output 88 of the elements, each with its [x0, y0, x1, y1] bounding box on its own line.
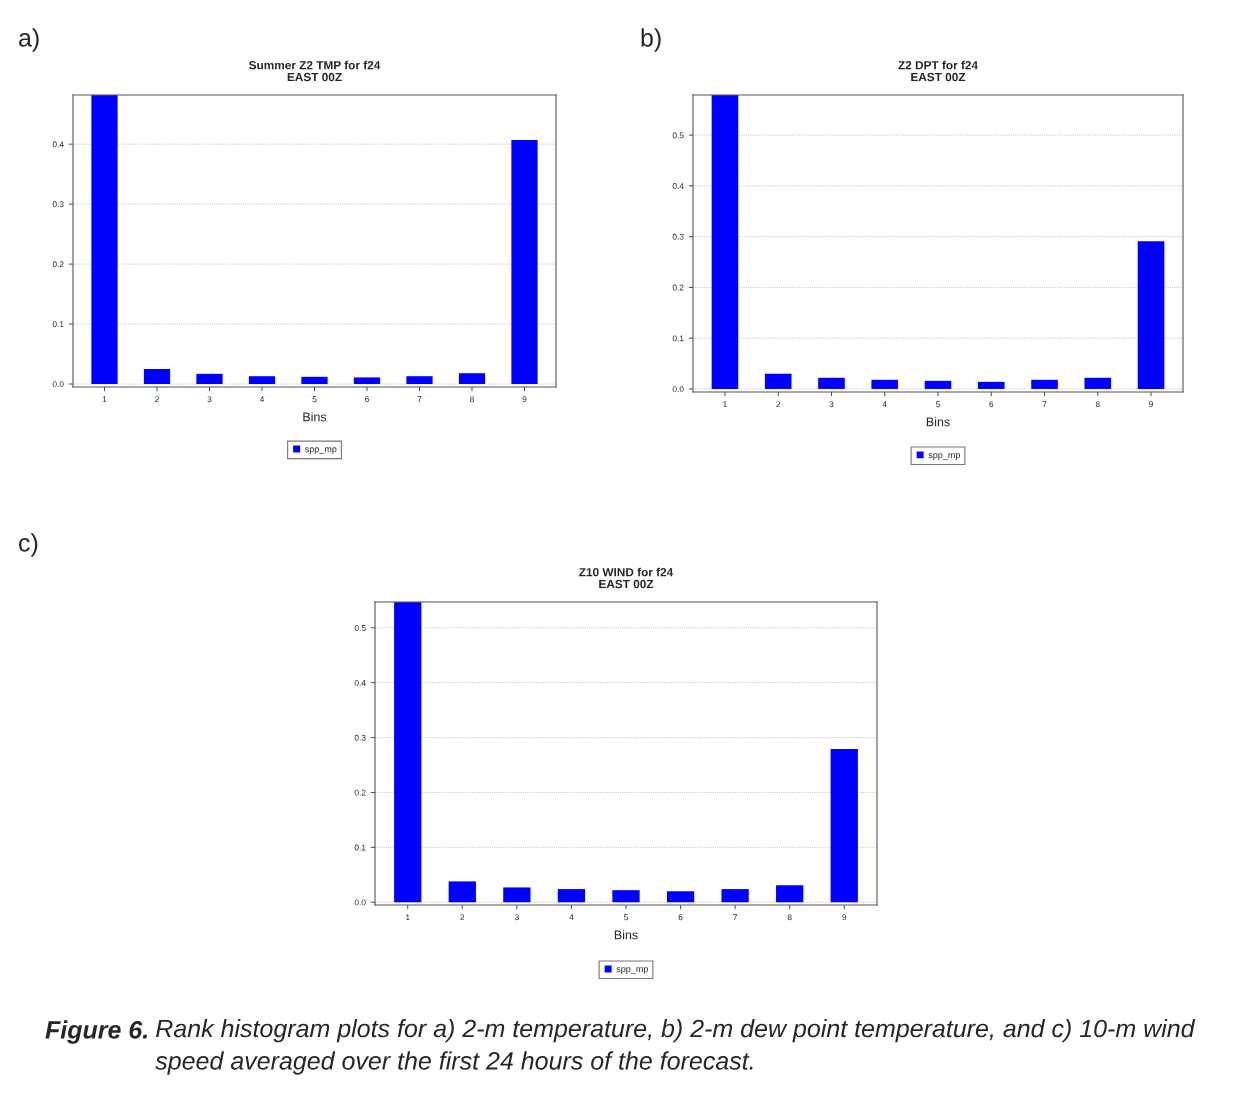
y-tick-label: 0.2	[52, 261, 64, 268]
bar	[666, 891, 695, 903]
bar	[721, 889, 749, 903]
bar	[871, 379, 899, 389]
y-tick-label: 0.5	[354, 625, 366, 631]
bar	[91, 95, 118, 384]
y-tick-label: 0.1	[52, 321, 64, 328]
y-tick-label: 0.3	[52, 201, 64, 208]
y-tick-label: 0.2	[672, 284, 684, 291]
x-tick-label: 3	[207, 396, 212, 403]
y-tick-label: 0.3	[354, 734, 366, 741]
bar	[196, 373, 223, 384]
x-tick-label: 1	[406, 914, 410, 921]
chart-subtitle: EAST 00Z	[911, 72, 966, 82]
chart-title: Z10 WIND for f24	[579, 567, 674, 577]
legend-label: spp_mp	[928, 453, 960, 460]
x-tick-label: 6	[678, 914, 683, 921]
x-tick-label: 7	[417, 396, 422, 403]
chart-title: Z2 DPT for f24	[898, 60, 978, 70]
y-tick-label: 0.2	[354, 789, 366, 796]
x-tick-label: 5	[936, 401, 940, 408]
bar	[830, 749, 858, 903]
text: c)	[19, 533, 38, 557]
y-tick-label: 0.1	[672, 335, 684, 342]
x-tick-label: 4	[882, 401, 887, 408]
y-tick-label: 0.5	[672, 132, 684, 139]
x-tick-label: 7	[733, 914, 738, 921]
text: Rank histogram plots for a) 2-m temperature, b) 2-m dew point temperature, and c) 10-m wind speed averaged over the first 24 hours of the forecast.	[155, 1019, 1196, 1075]
chart-subtitle: EAST 00Z	[599, 579, 654, 589]
x-tick-label: 4	[569, 914, 574, 921]
x-tick-label: 3	[514, 914, 519, 921]
y-tick-label: 0.1	[354, 844, 366, 851]
bar	[503, 887, 531, 903]
y-tick-label: 0.0	[672, 386, 684, 393]
bar	[458, 373, 486, 384]
bar	[448, 881, 476, 903]
bar	[557, 889, 586, 903]
bar	[353, 377, 381, 384]
x-axis-title: Bins	[926, 417, 950, 427]
x-tick-label: 5	[624, 914, 628, 921]
text: a)	[19, 28, 39, 52]
x-tick-label: 5	[312, 396, 317, 403]
bar	[248, 376, 276, 384]
x-tick-label: 1	[723, 401, 727, 408]
chart-title: Summer Z2 TMP for f24	[249, 60, 381, 70]
bar	[143, 369, 171, 384]
x-tick-label: 7	[1042, 401, 1047, 408]
bar	[1137, 241, 1165, 389]
x-tick-label: 8	[470, 396, 474, 403]
x-tick-label: 9	[1149, 401, 1153, 408]
legend-label: spp_mp	[305, 447, 337, 455]
bar	[1084, 377, 1112, 389]
x-tick-label: 4	[259, 396, 265, 403]
bar	[1031, 379, 1058, 389]
x-tick-label: 6	[365, 396, 369, 403]
legend-label: spp_mp	[616, 967, 648, 974]
x-tick-label: 2	[776, 401, 781, 408]
x-axis-title: Bins	[614, 930, 638, 940]
x-tick-label: 2	[460, 914, 465, 921]
x-tick-label: 6	[989, 401, 994, 408]
text: b)	[641, 28, 661, 52]
x-axis-title: Bins	[303, 412, 327, 422]
x-tick-label: 8	[1095, 401, 1100, 408]
bar	[394, 602, 422, 903]
bar	[511, 139, 538, 384]
y-tick-label: 0.4	[672, 183, 684, 189]
chart-subtitle: EAST 00Z	[287, 72, 342, 82]
bar	[776, 885, 804, 903]
bar	[711, 95, 739, 389]
caption: Figure 6.	[45, 1020, 148, 1044]
x-tick-label: 9	[522, 396, 527, 403]
x-tick-label: 2	[155, 396, 159, 403]
x-tick-label: 1	[102, 396, 107, 403]
y-tick-label: 0.3	[672, 233, 684, 240]
y-tick-label: 0.4	[52, 141, 64, 148]
bar	[924, 380, 952, 389]
bar	[301, 376, 328, 384]
y-tick-label: 0.4	[354, 679, 366, 686]
y-tick-label: 0.0	[52, 381, 64, 388]
bar	[764, 373, 792, 389]
x-tick-label: 3	[829, 401, 834, 408]
bar	[818, 377, 845, 389]
bar	[406, 376, 433, 384]
bar	[612, 890, 640, 903]
x-tick-label: 9	[842, 914, 847, 921]
x-tick-label: 8	[787, 914, 792, 921]
bar	[977, 381, 1005, 389]
y-tick-label: 0.0	[354, 899, 366, 906]
